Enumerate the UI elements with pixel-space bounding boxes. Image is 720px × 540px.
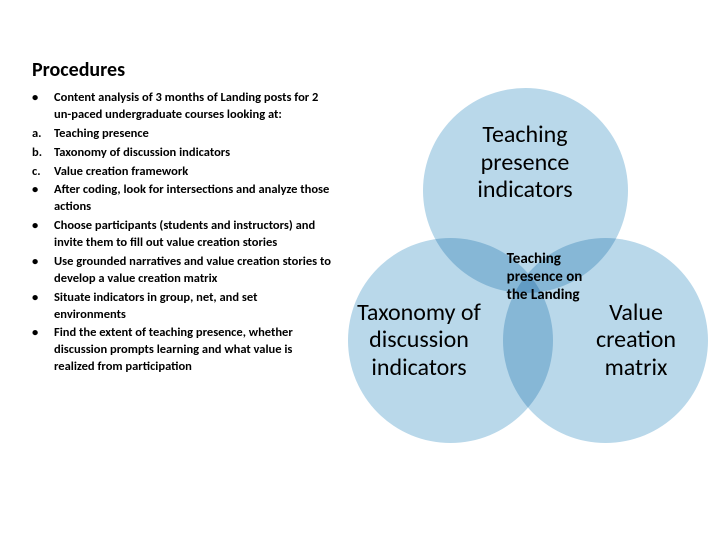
list-item: • Choose participants (students and inst…	[32, 218, 332, 252]
list-item: • Use grounded narratives and value crea…	[32, 254, 332, 288]
slide-title: Procedures	[32, 58, 125, 82]
list-marker: •	[32, 182, 54, 216]
list-item: b. Taxonomy of discussion indicators	[32, 145, 332, 162]
list-marker: a.	[32, 126, 54, 143]
venn-diagram: Teaching presence indicators Taxonomy of…	[350, 60, 710, 510]
slide: Procedures • Content analysis of 3 month…	[0, 0, 720, 540]
venn-center-label: Teaching presence on the Landing	[507, 250, 597, 304]
list-marker: c.	[32, 164, 54, 181]
list-text: Value creation framework	[54, 164, 332, 181]
list-marker: •	[32, 254, 54, 288]
venn-label-right: Value creation matrix	[503, 299, 708, 382]
list-marker: b.	[32, 145, 54, 162]
list-item: c. Value creation framework	[32, 164, 332, 181]
list-item: • Find the extent of teaching presence, …	[32, 325, 332, 376]
list-text: Use grounded narratives and value creati…	[54, 254, 332, 288]
list-marker: •	[32, 290, 54, 324]
list-item: • Situate indicators in group, net, and …	[32, 290, 332, 324]
list-text: Content analysis of 3 months of Landing …	[54, 90, 332, 124]
list-item: a. Teaching presence	[32, 126, 332, 143]
list-text: Choose participants (students and instru…	[54, 218, 332, 252]
list-item: • Content analysis of 3 months of Landin…	[32, 90, 332, 124]
list-marker: •	[32, 218, 54, 252]
list-text: Teaching presence	[54, 126, 332, 143]
list-text: Taxonomy of discussion indicators	[54, 145, 332, 162]
list-item: • After coding, look for intersections a…	[32, 182, 332, 216]
list-text: After coding, look for intersections and…	[54, 182, 332, 216]
procedures-list: • Content analysis of 3 months of Landin…	[32, 90, 332, 378]
list-text: Situate indicators in group, net, and se…	[54, 290, 332, 324]
list-marker: •	[32, 90, 54, 124]
list-text: Find the extent of teaching presence, wh…	[54, 325, 332, 376]
list-marker: •	[32, 325, 54, 376]
